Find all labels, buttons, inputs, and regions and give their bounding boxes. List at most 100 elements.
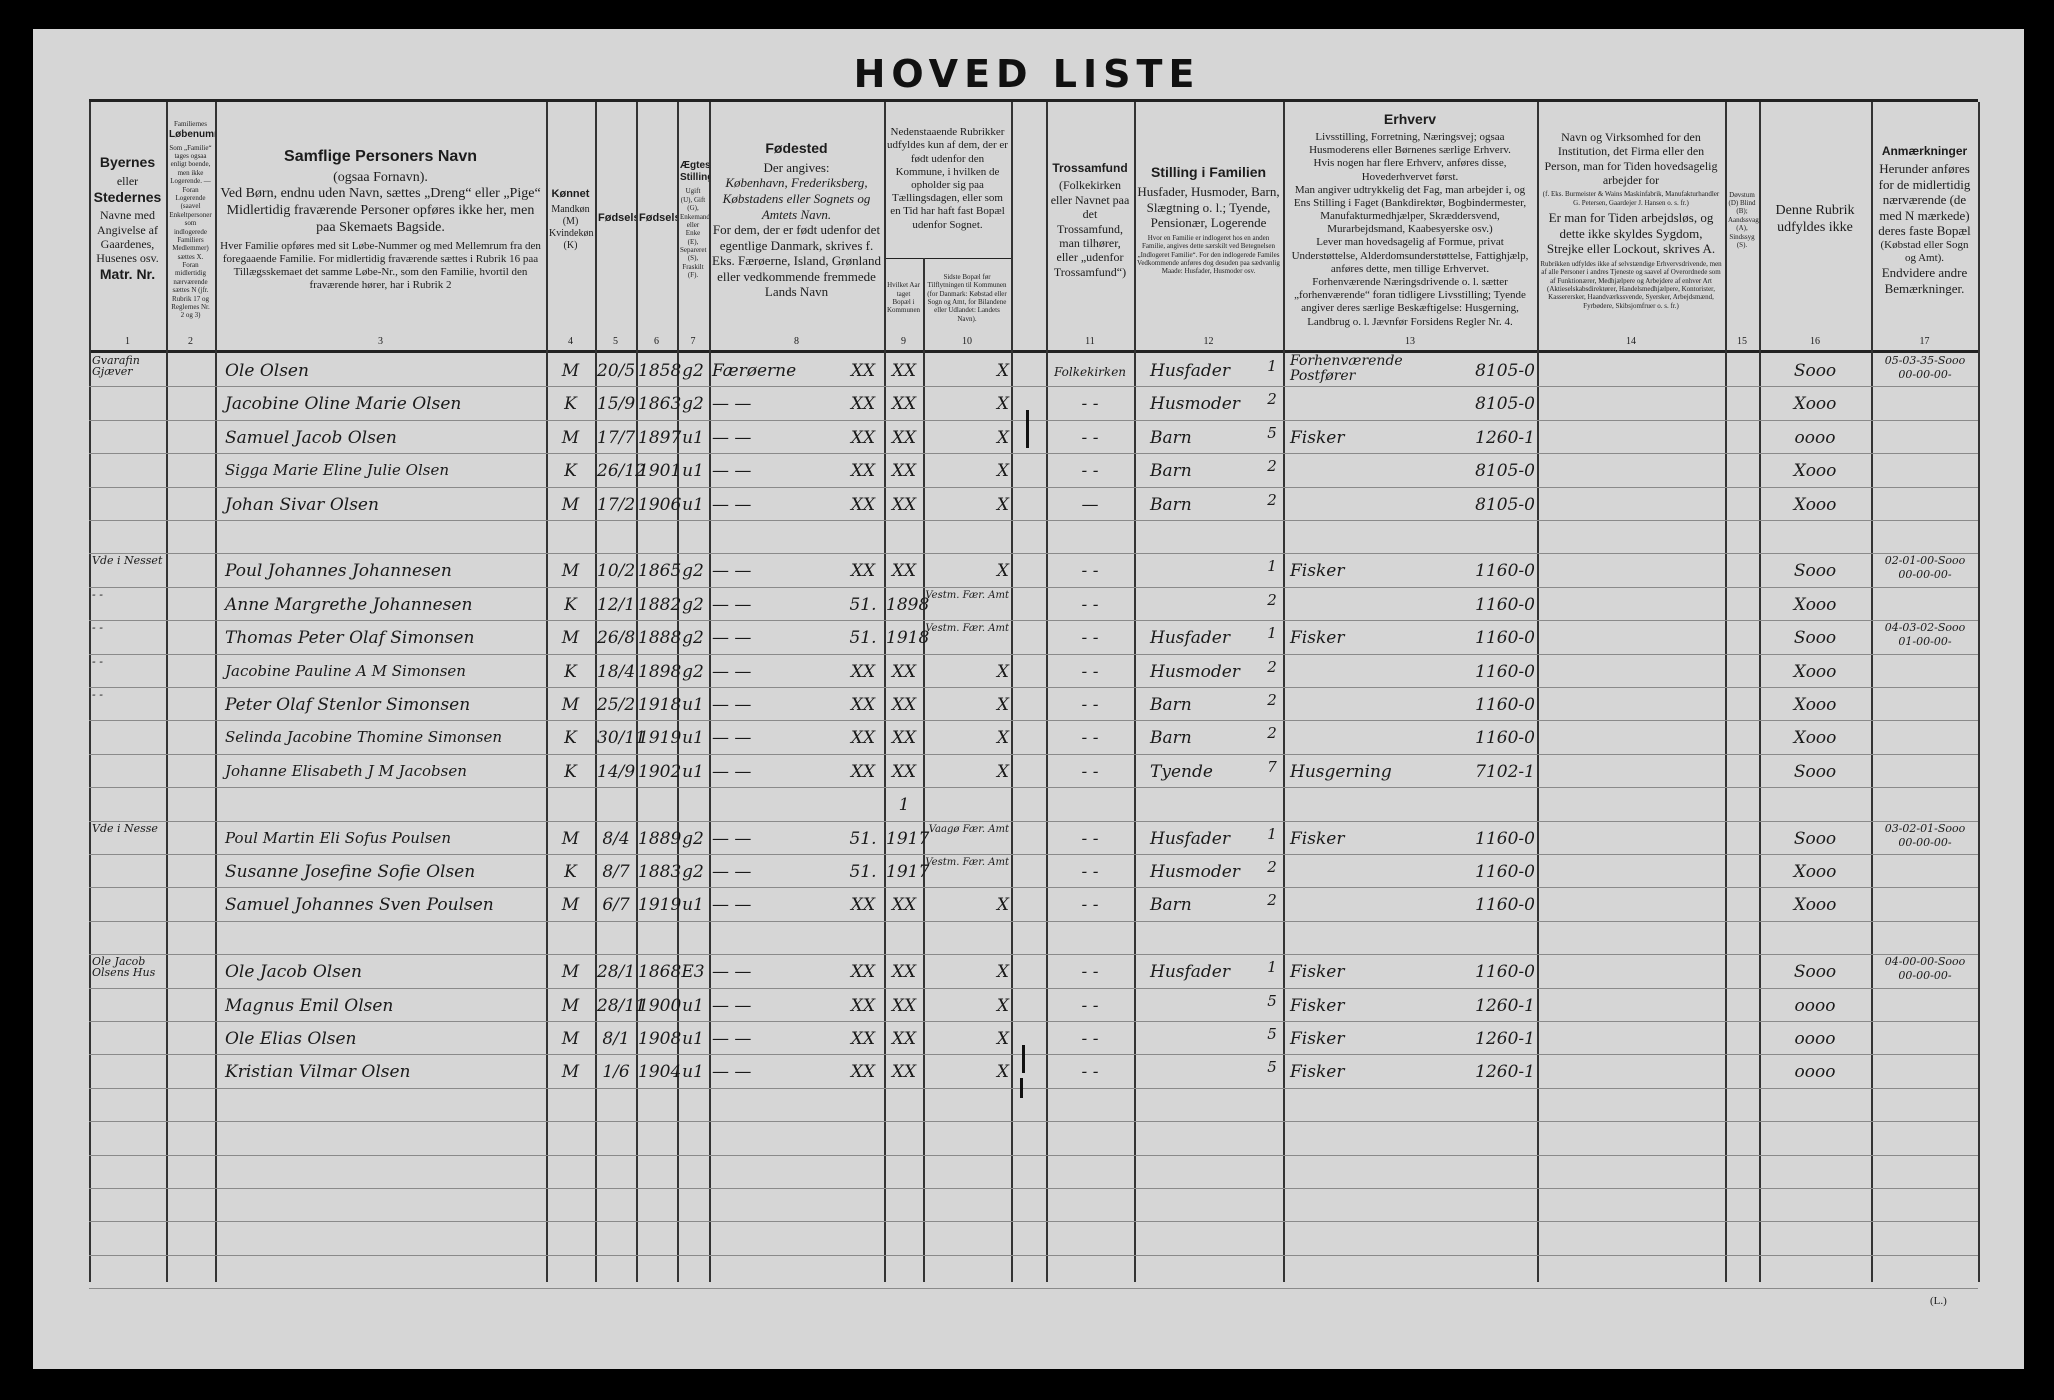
subheader-rule xyxy=(884,258,1011,259)
cell-c17b: 01-00-00- xyxy=(1898,635,1952,649)
cell-c10: Vestm. Fær. Amt xyxy=(925,857,1009,868)
cell-role-no: 2 xyxy=(1267,724,1277,743)
header-text: (Folkekirken eller Navnet paa det Trossa… xyxy=(1050,178,1130,279)
cell-role: Husfader xyxy=(1150,828,1230,849)
cell-sex: M xyxy=(561,695,580,715)
row-rule xyxy=(89,453,1978,455)
header-text: Denne Rubrik udfyldes ikke xyxy=(1775,203,1855,235)
cell-sex: M xyxy=(561,1029,580,1049)
row-rule xyxy=(89,820,1978,822)
header-text: Samflige Personers Navn xyxy=(284,148,477,166)
cell-c9: 1898 xyxy=(886,594,930,615)
cell-c16: oooo xyxy=(1794,1062,1836,1083)
cell-sex: K xyxy=(564,728,577,749)
header-text: Hvor en Familie er indlogeret hos en and… xyxy=(1137,233,1280,276)
cell-role: Tyende xyxy=(1150,761,1213,782)
column-divider xyxy=(1046,102,1048,1282)
row-rule xyxy=(89,720,1978,722)
cell-year: 1858 xyxy=(638,361,682,381)
row-rule xyxy=(89,954,1978,956)
cell-day: 20/5 xyxy=(597,361,636,381)
column-divider xyxy=(636,102,638,1282)
row-rule xyxy=(89,553,1978,555)
cell-sex: M xyxy=(561,962,580,983)
header-top-rule xyxy=(89,99,1978,102)
cell-name: Poul Martin Eli Sofus Poulsen xyxy=(225,828,451,847)
cell-birthplace: — — xyxy=(712,728,752,749)
row-rule xyxy=(89,1288,1978,1290)
cell-c16: Sooo xyxy=(1793,561,1837,582)
cell-c9: XX xyxy=(891,394,917,415)
cell-role-no: 5 xyxy=(1267,423,1277,442)
cell-status: u1 xyxy=(682,995,704,1016)
cell-faith: - - xyxy=(1081,561,1099,582)
cell-role: Barn xyxy=(1150,728,1192,749)
cell-day: 14/9 xyxy=(597,761,636,782)
cell-faith: - - xyxy=(1081,461,1099,482)
cell-birthplace: — — xyxy=(712,661,752,682)
cell-place: Vde i Nesset xyxy=(92,554,163,568)
cell-c16: Sooo xyxy=(1793,361,1837,381)
cell-sex: K xyxy=(564,394,577,415)
cell-code: 1160-0 xyxy=(1475,628,1535,649)
cell-role-no: 2 xyxy=(1267,490,1277,509)
cell-status: u1 xyxy=(682,728,704,749)
pencil-mark xyxy=(1026,410,1029,448)
cell-c16: Xooo xyxy=(1793,895,1837,916)
header-col-7: Ægteskabelig Stilling Ugift (U), Gift (G… xyxy=(677,104,709,336)
table-row: Vde i Nesset Poul Johannes Johannesen M 10/… xyxy=(0,553,2054,586)
cell-bp2: XX xyxy=(850,561,876,582)
cell-c9: XX xyxy=(891,661,917,682)
header-col-17: Anmærkninger Herunder anføres for de mid… xyxy=(1871,104,1978,336)
header-text: Døvstum (D) Blind (B); Aandssvag (A), Si… xyxy=(1728,190,1759,249)
cell-bp2: XX xyxy=(850,494,876,515)
cell-bp2: 51. xyxy=(849,628,877,649)
table-row: Johan Sivar Olsen M 17/2 1906 u1— — XX XX X — Bar… xyxy=(0,487,2054,520)
cell-status: g2 xyxy=(682,561,704,582)
cell-role: Husmoder xyxy=(1150,661,1240,682)
cell-sex: K xyxy=(564,862,577,882)
header-text: Endvidere andre Bemærkninger. xyxy=(1881,265,1968,296)
header-text: Familiernes xyxy=(173,120,208,129)
cell-status: u1 xyxy=(682,695,704,715)
header-text: København, Frederiksberg, Købstadens ell… xyxy=(722,175,871,222)
cell-faith: - - xyxy=(1081,962,1099,983)
row-rule xyxy=(89,1121,1978,1123)
header-text: Erhverv xyxy=(1383,111,1437,128)
cell-code: 8105-0 xyxy=(1475,361,1535,381)
cell-code: 8105-0 xyxy=(1475,461,1535,482)
header-text: Navn og Virksomhed for den Institution, … xyxy=(1544,129,1718,187)
table-row: Ole Elias Olsen M 8/1 1908 u1— — XX XX X - -5 Fis… xyxy=(0,1021,2054,1054)
column-number: 1 xyxy=(125,336,130,347)
cell-code: 1260-1 xyxy=(1475,1029,1535,1049)
cell-sex: M xyxy=(561,828,580,849)
cell-c17a: 02-01-00-Sooo xyxy=(1884,554,1966,568)
cell-c17b: 00-00-00- xyxy=(1898,969,1952,983)
cell-status: g2 xyxy=(682,394,704,415)
cell-c10: X xyxy=(996,361,1009,381)
cell-c10: X xyxy=(996,995,1009,1016)
cell-faith: - - xyxy=(1081,862,1099,882)
cell-c9: XX xyxy=(891,494,917,515)
column-number: 16 xyxy=(1810,336,1820,347)
cell-role-no: 2 xyxy=(1267,691,1277,709)
cell-bp2: XX xyxy=(850,661,876,682)
cell-c9: XX xyxy=(891,461,917,482)
table-row: Gvarafin Gjæver Ole Olsen M 20/5 1858 g2 Færøe… xyxy=(0,353,2054,386)
row-rule xyxy=(89,653,1978,655)
cell-c9: 1917 xyxy=(886,828,930,849)
cell-sex: K xyxy=(564,661,577,682)
cell-role-no: 5 xyxy=(1267,1058,1277,1077)
header-text: (Købstad eller Sogn og Amt). xyxy=(1880,238,1969,265)
cell-name: Magnus Emil Olsen xyxy=(225,995,394,1016)
column-number: 9 xyxy=(901,336,906,347)
cell-faith: - - xyxy=(1081,828,1099,849)
cell-day: 15/9 xyxy=(597,394,636,415)
cell-day: 26/8 xyxy=(597,628,636,649)
cell-birthplace: — — xyxy=(712,862,752,882)
cell-bp2: XX xyxy=(850,728,876,749)
cell-c10: Vestm. Fær. Amt xyxy=(925,589,1009,601)
cell-role: Husmoder xyxy=(1150,862,1240,882)
cell-status: E3 xyxy=(681,962,705,983)
cell-faith: - - xyxy=(1081,761,1099,782)
